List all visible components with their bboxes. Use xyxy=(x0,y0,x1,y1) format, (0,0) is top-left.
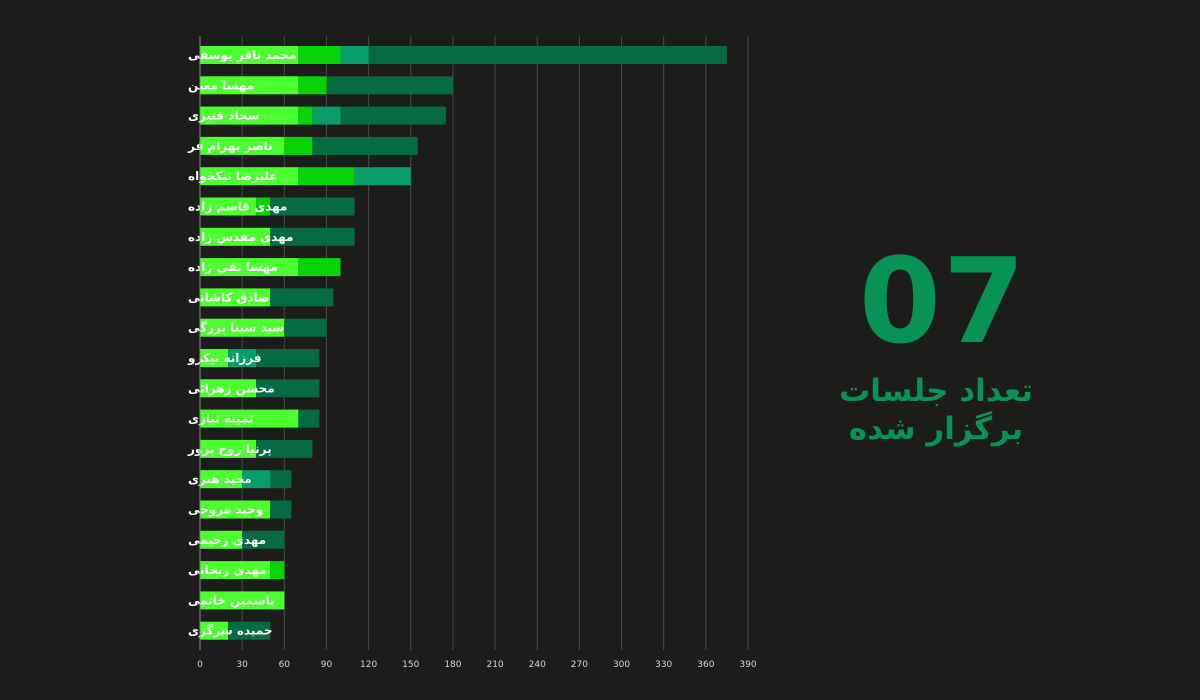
bar-segment-1 xyxy=(200,530,243,549)
category-label: مهدی مقدس زاده xyxy=(188,230,293,244)
x-tick-label: 240 xyxy=(529,660,546,670)
x-tick-label: 270 xyxy=(571,660,588,670)
bar-segment-2 xyxy=(256,197,271,216)
bar-segment-4 xyxy=(312,136,418,155)
bar-segment-3 xyxy=(242,470,271,489)
bar-segment-3 xyxy=(354,167,411,186)
sessions-caption: تعداد جلسات برگزار شده xyxy=(830,372,1042,448)
x-tick-label: 360 xyxy=(697,660,714,670)
bar-segment-4 xyxy=(256,349,320,367)
category-label: مجید هنری xyxy=(188,472,252,486)
bar-segment-4 xyxy=(270,288,334,307)
stacked-bar-chart: محمد باقر یوسفی مهسا معین سجاد قنبری ناصر ب… xyxy=(187,36,757,670)
bar-segment-1 xyxy=(200,106,299,125)
x-tick-label: 120 xyxy=(360,660,377,670)
bar-segment-1 xyxy=(200,258,299,277)
bar-segment-4 xyxy=(270,470,292,489)
bar-segment-1 xyxy=(200,167,299,186)
bar-segment-4 xyxy=(298,409,320,428)
bar-segment-1 xyxy=(200,46,299,64)
bar-segment-2 xyxy=(298,106,313,125)
category-label: محسن زهرائی xyxy=(188,381,275,395)
category-label: حمیده سرگزی xyxy=(188,624,273,638)
category-label: سجاد قنبری xyxy=(188,109,259,123)
category-label: وحید مروجی xyxy=(188,503,263,518)
grid-lines xyxy=(241,36,749,650)
category-label: مهدی ریحانی xyxy=(188,563,267,577)
bar-segment-1 xyxy=(200,197,257,216)
category-label: مهسا معین xyxy=(188,78,254,92)
sessions-count: 07 xyxy=(858,232,1028,370)
bar-segment-1 xyxy=(200,409,299,428)
x-tick-label: 60 xyxy=(279,660,291,670)
bar-segment-2 xyxy=(298,258,341,277)
bar-segment-4 xyxy=(270,197,355,216)
category-label: فرزانه نیکرو xyxy=(187,351,262,366)
bar-segment-1 xyxy=(200,288,271,307)
caption-line-2: برگزار شده xyxy=(848,411,1024,447)
bar-segment-4 xyxy=(270,227,355,246)
category-label: علیرضا نیکخواه xyxy=(188,169,278,184)
bar-segment-1 xyxy=(200,136,285,155)
bar-segment-1 xyxy=(200,591,285,610)
bar-segment-3 xyxy=(312,106,341,125)
category-label: ناصر بهرام فر xyxy=(187,139,273,154)
bar-segment-1 xyxy=(200,561,271,580)
bar-segment-1 xyxy=(200,318,285,337)
bar-segment-4 xyxy=(284,318,327,337)
bar-segment-1 xyxy=(200,621,229,640)
category-label: مهدی قاسم زاده xyxy=(188,200,287,214)
x-tick-label: 180 xyxy=(444,660,461,670)
x-tick-label: 30 xyxy=(236,660,248,670)
category-label: مهسا تقی زاده xyxy=(188,260,278,274)
bar-segment-1 xyxy=(200,500,271,519)
bar-segment-4 xyxy=(242,530,285,549)
x-tick-label: 390 xyxy=(739,660,756,670)
x-tick-label: 150 xyxy=(402,660,419,670)
bar-segment-2 xyxy=(298,76,327,95)
bar-segment-1 xyxy=(200,470,243,489)
bar-segment-4 xyxy=(270,500,292,519)
category-labels: محمد باقر یوسفی مهسا معین سجاد قنبری ناصر ب… xyxy=(187,48,296,638)
category-label: پرنیا روح پرور xyxy=(187,442,272,457)
bar-segment-2 xyxy=(270,561,285,580)
x-tick-label: 210 xyxy=(486,660,503,670)
x-tick-label: 330 xyxy=(655,660,672,670)
category-label: محمد باقر یوسفی xyxy=(188,48,296,63)
bar-segment-4 xyxy=(326,76,453,95)
x-axis-ticks: 0 30 60 90 120 150 180 210 240 270 300 330 360 390 xyxy=(197,660,757,670)
category-label: مهدی رحیمی xyxy=(188,533,266,547)
bar-segment-1 xyxy=(200,379,257,398)
bar-segment-4 xyxy=(228,621,271,640)
bar-segment-4 xyxy=(256,379,320,398)
bar-segment-1 xyxy=(200,76,299,95)
bar-segment-2 xyxy=(298,167,355,186)
bars xyxy=(200,46,727,640)
category-label: صادق کاشانی xyxy=(188,290,270,304)
bar-segment-4 xyxy=(340,106,446,125)
bar-segment-4 xyxy=(256,439,313,458)
category-label: سید سینا بزرگی xyxy=(188,321,284,335)
x-tick-label: 90 xyxy=(321,660,333,670)
category-label: یاسمین خاتمی xyxy=(188,593,275,607)
bar-segment-1 xyxy=(200,227,271,246)
bar-segment-3 xyxy=(340,46,369,64)
bar-segment-4 xyxy=(368,46,727,64)
bar-segment-3 xyxy=(228,349,257,367)
category-label: ثمینه نیازی xyxy=(188,412,254,426)
bar-segment-2 xyxy=(298,46,341,64)
bar-segment-1 xyxy=(200,349,229,367)
x-tick-label: 300 xyxy=(613,660,630,670)
x-tick-label: 0 xyxy=(197,660,203,670)
caption-line-1: تعداد جلسات xyxy=(839,373,1033,409)
bar-segment-2 xyxy=(284,136,313,155)
bar-segment-1 xyxy=(200,439,257,458)
